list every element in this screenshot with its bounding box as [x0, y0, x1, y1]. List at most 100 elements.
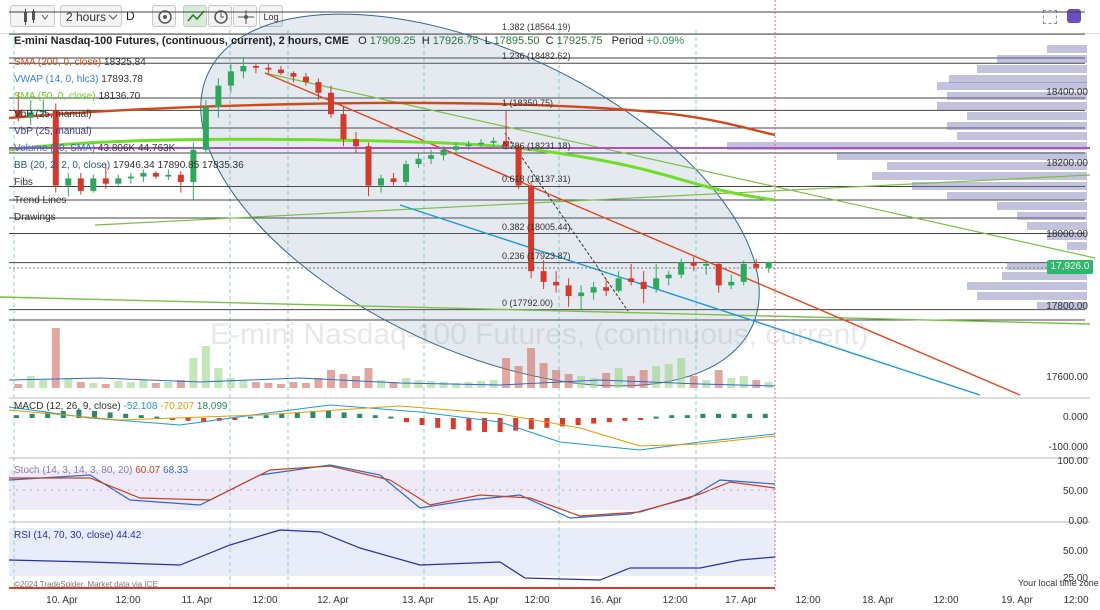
- candle-body[interactable]: [415, 158, 422, 165]
- candle-body[interactable]: [553, 281, 560, 286]
- candle-body[interactable]: [565, 285, 572, 297]
- candle-body[interactable]: [252, 66, 259, 68]
- candle-body[interactable]: [465, 144, 472, 147]
- candle-body[interactable]: [578, 292, 585, 297]
- legend-label: VbP (25, manual): [14, 108, 92, 120]
- candle-body[interactable]: [678, 262, 685, 275]
- macd-label[interactable]: MACD (12, 26, 9, close): [14, 401, 121, 412]
- candle-body[interactable]: [15, 110, 22, 118]
- candle-body[interactable]: [227, 71, 234, 86]
- candle-body[interactable]: [490, 140, 497, 143]
- candle-body[interactable]: [390, 178, 397, 182]
- candle-body[interactable]: [440, 149, 447, 156]
- candle-body[interactable]: [265, 67, 272, 70]
- trend-line-rising[interactable]: [94, 174, 1091, 226]
- candle-body[interactable]: [478, 142, 485, 145]
- candle-body[interactable]: [428, 155, 435, 159]
- candle-body[interactable]: [190, 149, 197, 182]
- candle-body[interactable]: [403, 164, 410, 182]
- candle-body[interactable]: [52, 110, 59, 186]
- stoch-label[interactable]: Stoch (14, 3, 14, 3, 80, 20): [14, 465, 133, 476]
- legend-row[interactable]: SMA (200, 0, close) 18325.84: [14, 57, 146, 69]
- trend-line-blue[interactable]: [399, 204, 981, 396]
- candle-body[interactable]: [327, 92, 334, 115]
- settings-icon[interactable]: [152, 5, 176, 27]
- candle-body[interactable]: [202, 107, 209, 150]
- legend-row[interactable]: VWAP (14, 0, hlc3) 17893.78: [14, 74, 143, 86]
- clock-icon[interactable]: [208, 5, 232, 27]
- candle-body[interactable]: [90, 178, 97, 191]
- candle-body[interactable]: [115, 178, 122, 184]
- trend-line-red[interactable]: [264, 72, 1021, 396]
- vbp-bar: [997, 202, 1087, 210]
- candle-body[interactable]: [515, 146, 522, 186]
- candle-body[interactable]: [352, 139, 359, 147]
- macd-histogram-bar: [76, 409, 82, 418]
- candle-body[interactable]: [40, 110, 47, 113]
- candle-body[interactable]: [615, 278, 622, 291]
- time-axis-label: 12:00: [1063, 595, 1089, 606]
- candle-body[interactable]: [603, 287, 610, 291]
- line-tool-icon[interactable]: [183, 5, 207, 27]
- fullscreen-icon[interactable]: [1043, 10, 1057, 24]
- legend-row[interactable]: Trend Lines: [14, 195, 66, 207]
- candle-body[interactable]: [77, 178, 84, 191]
- candle-body[interactable]: [152, 173, 159, 177]
- candle-body[interactable]: [590, 287, 597, 293]
- legend-row[interactable]: Volume (20, SMA) 43.806K 44.763K: [14, 143, 175, 155]
- candle-body[interactable]: [215, 85, 222, 108]
- candle-body[interactable]: [665, 274, 672, 279]
- candle-body[interactable]: [127, 176, 134, 179]
- trend-line-lower[interactable]: [0, 296, 1091, 325]
- candle-body[interactable]: [628, 278, 635, 282]
- candle-body[interactable]: [140, 173, 147, 177]
- candle-body[interactable]: [365, 146, 372, 186]
- candle-body[interactable]: [528, 185, 535, 272]
- candle-body[interactable]: [540, 271, 547, 282]
- volume-sma-line: [8, 377, 776, 387]
- candle-body[interactable]: [690, 262, 697, 266]
- candle-body[interactable]: [290, 73, 297, 77]
- time-axis-label: 12:00: [524, 595, 550, 606]
- candle-body[interactable]: [65, 178, 72, 186]
- candles-icon[interactable]: [10, 5, 55, 27]
- candle-body[interactable]: [653, 278, 660, 289]
- candle-body[interactable]: [740, 264, 747, 282]
- candle-body[interactable]: [315, 82, 322, 93]
- candle-body[interactable]: [240, 66, 247, 72]
- candle-body[interactable]: [377, 178, 384, 186]
- candle-body[interactable]: [165, 174, 172, 177]
- fib-label: 0.786 (18231.18): [502, 140, 571, 151]
- fib-anchor-line[interactable]: [504, 132, 629, 312]
- candle-body[interactable]: [453, 146, 460, 150]
- candle-body[interactable]: [102, 178, 109, 184]
- legend-row[interactable]: Drawings: [14, 212, 56, 224]
- candle-body[interactable]: [753, 264, 760, 268]
- candle-body[interactable]: [703, 264, 710, 266]
- fib-label: 1 (18350.75): [502, 98, 554, 109]
- interval-select[interactable]: 2 hours: [60, 5, 122, 27]
- candle-body[interactable]: [715, 264, 722, 286]
- candle-body[interactable]: [302, 76, 309, 83]
- candle-body[interactable]: [765, 261, 772, 268]
- legend-row[interactable]: VbP (25, manual): [14, 109, 92, 121]
- local-time-zone[interactable]: Your local time zone: [1018, 578, 1099, 588]
- low-value: 17895.50: [493, 35, 540, 47]
- candle-body[interactable]: [27, 112, 34, 118]
- candle-body[interactable]: [340, 114, 347, 140]
- volume-bar: [314, 378, 323, 388]
- rsi-label[interactable]: RSI (14, 70, 30, close): [14, 530, 114, 541]
- candle-body[interactable]: [277, 69, 284, 74]
- crosshair-icon[interactable]: [233, 5, 257, 27]
- legend-row[interactable]: VbP (25, manual): [14, 126, 92, 138]
- legend-row[interactable]: BB (20, 2, 2, 0, close) 17946.34 17890.8…: [14, 160, 244, 172]
- legend-row[interactable]: Fibs: [14, 177, 33, 189]
- chart-type-letter[interactable]: D: [126, 9, 135, 23]
- candle-body[interactable]: [177, 174, 184, 182]
- legend-row[interactable]: SMA (50, 0, close) 18136.70: [14, 91, 140, 103]
- candle-body[interactable]: [640, 281, 647, 289]
- legend-label: SMA (50, 0, close): [14, 91, 96, 103]
- candle-body[interactable]: [728, 281, 735, 286]
- candle-body[interactable]: [503, 140, 510, 147]
